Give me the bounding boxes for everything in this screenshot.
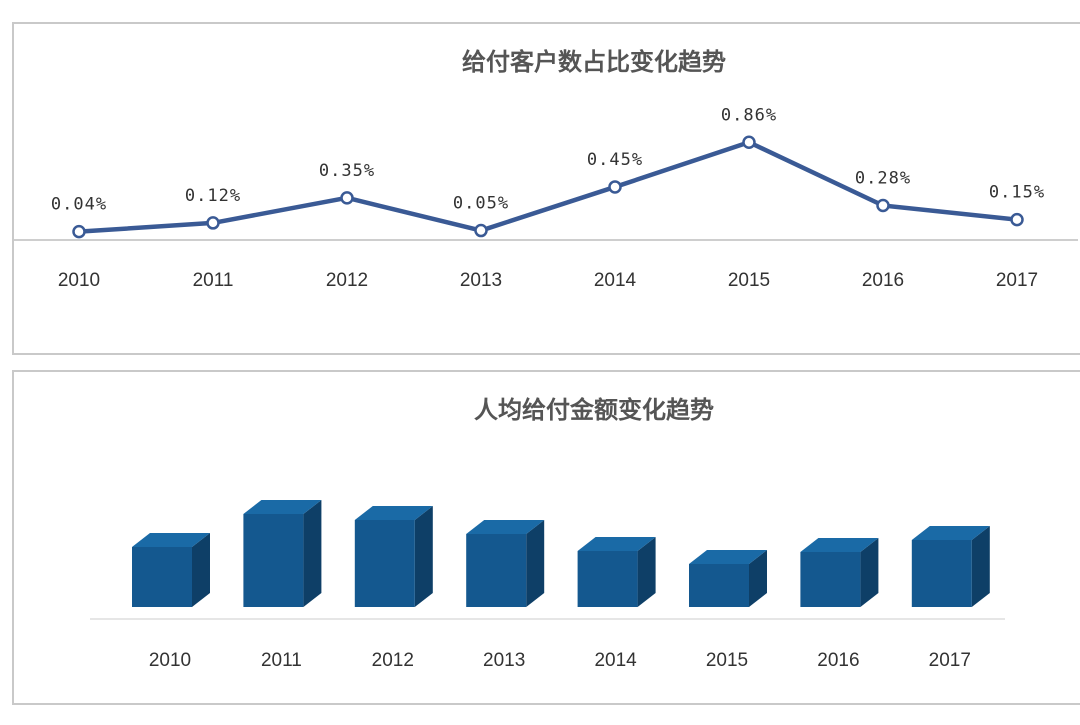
bar-x-tick: 2017 [929, 650, 971, 671]
line-chart-panel [12, 22, 1080, 355]
bar [800, 538, 879, 607]
line-x-tick: 2010 [58, 270, 100, 291]
line-chart-title: 给付客户数占比变化趋势 [462, 48, 726, 76]
line-x-tick: 2013 [460, 270, 502, 291]
bar-top-face [354, 506, 433, 520]
bar-front-face [911, 540, 972, 607]
bar-x-tick: 2012 [372, 650, 414, 671]
bar-front-face [577, 551, 638, 607]
bar-front-face [243, 514, 304, 607]
bar-top-face [800, 538, 879, 552]
line-x-tick: 2017 [996, 270, 1038, 291]
bar [689, 550, 767, 607]
line-point [72, 224, 86, 239]
line-x-tick: 2012 [326, 270, 368, 291]
line-chart-plot: 0.04% 2010 0.12% 2011 0.35% 2012 0.05% 2013 0.45… [51, 105, 1045, 291]
bar-side-face [414, 506, 433, 607]
line-point [206, 216, 220, 230]
bar-x-tick: 2013 [483, 650, 525, 671]
line-data-label: 0.35% [319, 161, 375, 181]
bar-side-face [860, 538, 879, 607]
bar-top-face [132, 533, 210, 547]
bar-side-face [526, 520, 545, 607]
line-point [340, 191, 354, 205]
line-data-label: 0.05% [453, 194, 509, 214]
bar-top-face [689, 550, 767, 564]
bar-side-face [749, 550, 767, 607]
bar-side-face [637, 537, 656, 607]
bar-side-face [303, 500, 322, 607]
bar [132, 533, 210, 607]
bar-x-tick: 2015 [706, 650, 748, 671]
line-point [742, 135, 756, 150]
line-x-tick: 2015 [728, 270, 770, 291]
bar-front-face [132, 547, 192, 607]
bar-x-tick: 2014 [594, 650, 637, 671]
line-data-label: 0.45% [587, 150, 643, 170]
bar-top-face [243, 500, 322, 514]
line-data-label: 0.04% [51, 195, 107, 215]
bar-side-face [192, 533, 210, 607]
line-point [876, 198, 890, 213]
line-data-label: 0.28% [855, 168, 911, 188]
line-data-label: 0.86% [721, 105, 777, 125]
line-x-tick: 2014 [594, 270, 637, 291]
bar-top-face [466, 520, 545, 534]
bar-side-face [971, 526, 990, 607]
line-series [78, 140, 1018, 234]
line-data-label: 0.12% [185, 186, 241, 206]
bar-top-face [577, 537, 656, 551]
line-point [474, 223, 488, 238]
bar-chart-title: 人均给付金额变化趋势 [474, 396, 714, 424]
bar [466, 520, 545, 607]
bar-chart-plot: 2010 2011 2012 2013 2014 2015 2016 2017 [132, 500, 990, 671]
line-point [1010, 212, 1024, 227]
line-x-tick: 2016 [862, 270, 904, 291]
bar-front-face [354, 520, 415, 607]
bar [911, 526, 990, 607]
line-point [608, 180, 622, 194]
bar-x-tick: 2016 [817, 650, 859, 671]
bar-x-tick: 2011 [261, 650, 302, 671]
bar [577, 537, 656, 607]
bar-front-face [689, 564, 749, 607]
line-data-label: 0.15% [989, 183, 1045, 203]
line-x-tick: 2011 [193, 270, 234, 291]
bar [243, 500, 322, 607]
bar-top-face [911, 526, 990, 540]
bar [354, 506, 433, 607]
bar-x-tick: 2010 [149, 650, 191, 671]
bar-front-face [800, 552, 861, 607]
bar-front-face [466, 534, 527, 607]
